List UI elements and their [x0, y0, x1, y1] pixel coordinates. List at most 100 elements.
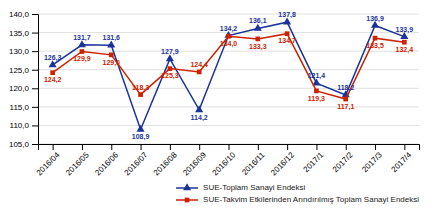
x-tick: 2016/09	[181, 144, 208, 177]
series-line	[53, 22, 405, 129]
x-tick: 2016/08	[152, 144, 179, 177]
x-tick-label: 2016/08	[152, 150, 179, 177]
data-label: 136,1	[249, 17, 267, 25]
y-tick-label: 105,0	[9, 140, 30, 149]
chart: 105,0 110,0 115,0 120,0 125,0 130,0 135,0 140,0…	[0, 0, 433, 210]
point	[226, 34, 231, 39]
point	[107, 41, 115, 48]
data-label: 124,2	[44, 76, 62, 84]
x-tick-label: 2017/3	[360, 150, 384, 174]
x-tick-mark	[82, 144, 83, 150]
y-tick-mark	[32, 125, 38, 126]
legend-item: SUE-Toplam Sanayi Endeksi	[176, 183, 305, 192]
y-tick-mark	[32, 144, 38, 145]
x-tick-mark	[404, 144, 405, 150]
data-label: 108,9	[132, 133, 150, 141]
x-tick: 2017/4	[390, 144, 414, 174]
point	[255, 37, 260, 42]
x-tick-label: 2016/05	[64, 150, 91, 177]
x-tick-mark	[287, 144, 288, 150]
data-label: 119,3	[308, 95, 325, 103]
data-labels: 126,3131,7131,6108,9127,9114,2134,2136,1…	[44, 11, 413, 141]
x-tick-mark	[346, 144, 347, 150]
point	[314, 89, 319, 94]
plot: 105,0 110,0 115,0 120,0 125,0 130,0 135,0 140,0…	[9, 10, 420, 177]
x-tick-label: 2016/07	[123, 150, 150, 177]
x-tick-label: 2016/11	[240, 150, 267, 177]
legend-marker	[185, 198, 190, 203]
x-tick: 2016/06	[93, 144, 120, 177]
x-tick-label: 2016/09	[181, 150, 208, 177]
point	[285, 31, 290, 36]
y-tick-mark	[32, 70, 38, 71]
y-tick-label: 120,0	[9, 84, 30, 93]
y-axis: 105,0 110,0 115,0 120,0 125,0 130,0 135,0 140,0	[9, 10, 39, 149]
x-tick: 2016/04	[35, 144, 62, 177]
y-tick-label: 115,0	[10, 103, 30, 112]
legend-marker	[183, 183, 191, 190]
data-label: 137,8	[278, 11, 296, 19]
point	[400, 32, 408, 39]
y-tick-label: 110,0	[10, 121, 30, 130]
y-axis-line	[32, 15, 39, 145]
data-label: 131,6	[103, 34, 121, 42]
x-tick-label: 2016/06	[93, 150, 120, 177]
x-tick: 2017/3	[360, 144, 384, 174]
x-tick: 2016/12	[269, 144, 296, 177]
data-label: 118,3	[132, 84, 149, 92]
point	[137, 125, 145, 132]
point	[78, 40, 86, 47]
data-label: 124,4	[190, 61, 208, 69]
y-tick: 125,0	[9, 66, 38, 75]
x-tick-mark	[53, 144, 54, 150]
y-tick: 135,0	[9, 29, 38, 38]
legend: SUE-Toplam Sanayi Endeksi SUE-Takvim Etki…	[176, 183, 419, 204]
point	[50, 70, 55, 75]
x-tick: 2016/07	[123, 144, 150, 177]
point	[402, 40, 407, 45]
x-tick-label: 2016/04	[35, 150, 62, 177]
y-tick-mark	[32, 107, 38, 108]
x-axis: 2016/042016/052016/062016/072016/082016/…	[35, 144, 420, 177]
y-tick: 120,0	[9, 84, 38, 93]
grid	[38, 14, 419, 144]
y-tick: 115,0	[10, 103, 38, 112]
x-tick-mark	[316, 144, 317, 150]
data-label: 134,2	[220, 25, 238, 33]
y-tick-label: 140,0	[9, 10, 30, 19]
series	[49, 18, 409, 132]
data-label: 126,3	[44, 54, 62, 62]
marks	[49, 18, 409, 132]
data-label: 133,9	[396, 26, 414, 34]
x-tick: 2016/11	[240, 144, 267, 177]
point	[373, 36, 378, 41]
y-tick-label: 130,0	[9, 47, 30, 56]
y-tick-label: 135,0	[9, 29, 30, 38]
point	[283, 18, 291, 25]
data-label: 134,7	[278, 37, 296, 45]
y-tick-label: 125,0	[9, 66, 30, 75]
y-tick: 105,0	[9, 140, 38, 149]
point	[371, 21, 379, 28]
grid-line	[38, 106, 419, 107]
y-tick: 110,0	[10, 121, 38, 130]
y-tick-mark	[32, 33, 38, 34]
grid-line	[38, 125, 419, 126]
x-tick: 2017/2	[331, 144, 355, 174]
legend-label: SUE-Takvim Etkilerinden Arındırılmış Top…	[203, 195, 419, 204]
series	[50, 31, 406, 101]
point	[49, 60, 57, 67]
x-tick-mark	[229, 144, 230, 150]
y-tick-mark	[32, 51, 38, 52]
point	[80, 49, 85, 54]
grid-line	[38, 51, 419, 52]
x-tick-label: 2017/4	[390, 150, 414, 174]
y-tick-mark	[32, 14, 38, 15]
point	[195, 105, 203, 112]
x-tick-label: 2016/12	[269, 150, 296, 177]
data-label: 114,2	[191, 114, 208, 122]
data-label: 131,7	[73, 34, 91, 42]
data-label: 125,3	[161, 72, 179, 80]
x-axis-line	[39, 145, 420, 151]
series-line	[53, 34, 405, 99]
